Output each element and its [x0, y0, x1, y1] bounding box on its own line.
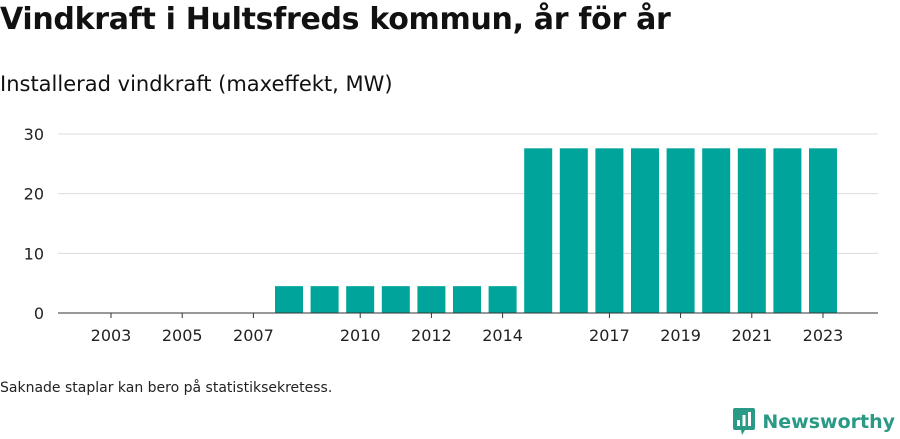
bar-2020 — [702, 148, 731, 313]
y-tick-label: 30 — [24, 125, 44, 144]
axes: 0 10 20 30 2003 2005 2007 2010 2012 2014 2017 2019 2… — [24, 125, 878, 345]
bar-2022 — [773, 148, 802, 313]
bar-2010 — [346, 286, 375, 313]
newsworthy-logo-icon — [733, 408, 756, 435]
bars — [275, 148, 837, 313]
bar-2023 — [809, 148, 837, 313]
x-tick-label: 2021 — [731, 326, 772, 345]
bar-2014 — [488, 286, 517, 313]
bar-2017 — [595, 148, 624, 313]
bar-chart: 0 10 20 30 2003 2005 2007 2010 2012 2014 2017 2019 2… — [24, 125, 878, 345]
bar-2009 — [310, 286, 339, 313]
x-tick-label: 2017 — [589, 326, 630, 345]
x-tick-label: 2012 — [411, 326, 452, 345]
bar-2013 — [453, 286, 481, 313]
x-tick-label: 2019 — [660, 326, 701, 345]
x-tick-label: 2005 — [162, 326, 203, 345]
x-tick-label: 2003 — [91, 326, 132, 345]
brand-name: Newsworthy — [762, 410, 895, 433]
chart-subtitle: Installerad vindkraft (maxeffekt, MW) — [0, 72, 393, 96]
bar-2019 — [666, 148, 695, 313]
chart-title: Vindkraft i Hultsfreds kommun, år för år — [0, 2, 671, 37]
bar-2011 — [381, 286, 410, 313]
y-tick-label: 20 — [24, 185, 44, 204]
x-tick-label: 2007 — [233, 326, 274, 345]
bar-2016 — [559, 148, 588, 313]
brand-logo[interactable]: Newsworthy — [732, 407, 895, 436]
x-tick-label: 2010 — [340, 326, 381, 345]
bar-2008 — [275, 286, 303, 313]
x-tick-label: 2014 — [482, 326, 523, 345]
bar-2012 — [417, 286, 446, 313]
y-tick-label: 10 — [24, 244, 44, 263]
bar-2015 — [524, 148, 553, 313]
bar-2018 — [631, 148, 659, 313]
y-tick-label: 0 — [34, 304, 44, 323]
x-tick-label: 2023 — [803, 326, 844, 345]
footnote: Saknade staplar kan bero på statistiksek… — [0, 380, 333, 396]
bar-2021 — [737, 148, 766, 313]
